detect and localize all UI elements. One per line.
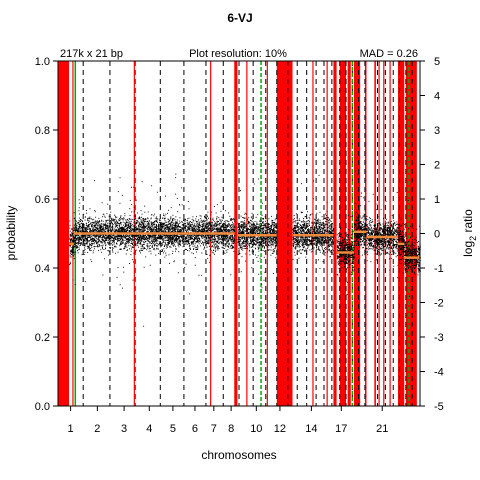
x-tick-label-2: 3 [121,423,127,435]
y-right-tick-label-0: -5 [434,401,444,413]
x-tick-label-9: 12 [274,423,286,435]
y-right-tick-label-5: 0 [434,229,440,241]
red-band-9 [397,61,405,406]
x-tick-label-7: 8 [228,423,234,435]
y-right-tick-label-9: 4 [434,91,440,103]
x-axis: 1 2 3 4 5 6 7 8 10 12 14 17 21 [68,406,388,435]
y-right-tick-label-3: -2 [434,298,444,310]
red-band-3 [333,61,337,406]
x-tick-label-0: 1 [68,423,74,435]
red-band-2 [276,61,293,406]
y-axis-label-right: log2 ratio [461,209,478,257]
annotation-resolution: Plot resolution: 10% [189,48,287,60]
y-left-tick-label-3: 0.6 [35,194,50,206]
y-right-tick-label-7: 2 [434,160,440,172]
red-band-0 [58,61,70,406]
y-axis-label-right-sub: 2 [468,236,478,241]
y-right-tick-label-1: -4 [434,367,444,379]
y-right-tick-label-10: 5 [434,56,440,68]
x-tick-label-1: 2 [94,423,100,435]
y-axis-right: -5 -4 -3 -2 -1 0 1 2 3 4 5 [420,56,444,413]
probability-points [69,161,421,327]
x-tick-label-4: 5 [170,423,176,435]
x-tick-label-12: 21 [376,423,388,435]
chart-title: 6-VJ [227,11,252,25]
y-left-tick-label-5: 1.0 [35,56,50,68]
y-left-tick-label-1: 0.2 [35,332,50,344]
y-left-tick-label-2: 0.4 [35,263,50,275]
y-right-tick-label-8: 3 [434,125,440,137]
y-axis-left: 0.0 0.2 0.4 0.6 0.8 1.0 [35,56,58,413]
x-tick-label-6: 7 [211,423,217,435]
plot-area [58,61,421,406]
y-right-tick-label-6: 1 [434,194,440,206]
y-left-tick-label-4: 0.8 [35,125,50,137]
y-axis-label-left: probability [4,206,18,261]
annotation-mad: MAD = 0.26 [360,48,418,60]
red-band-4 [339,61,347,406]
y-right-tick-label-2: -3 [434,332,444,344]
y-axis-label-right-rest: ratio [461,209,475,236]
x-axis-label: chromosomes [201,448,276,462]
x-tick-label-10: 14 [305,423,317,435]
annotation-read-count: 217k x 21 bp [60,48,123,60]
data-points [69,161,421,327]
red-band-10 [405,61,417,406]
x-tick-label-5: 6 [192,423,198,435]
x-tick-label-8: 10 [250,423,262,435]
y-right-tick-label-4: -1 [434,263,444,275]
red-band-5 [347,61,351,406]
y-axis-label-right-base: log [461,241,475,257]
x-tick-label-11: 17 [335,423,347,435]
red-band-1 [234,61,238,406]
y-left-tick-label-0: 0.0 [35,401,50,413]
x-tick-label-3: 4 [146,423,152,435]
segment-lines [69,230,420,259]
